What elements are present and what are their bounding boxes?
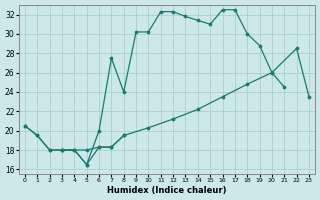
X-axis label: Humidex (Indice chaleur): Humidex (Indice chaleur) <box>107 186 227 195</box>
